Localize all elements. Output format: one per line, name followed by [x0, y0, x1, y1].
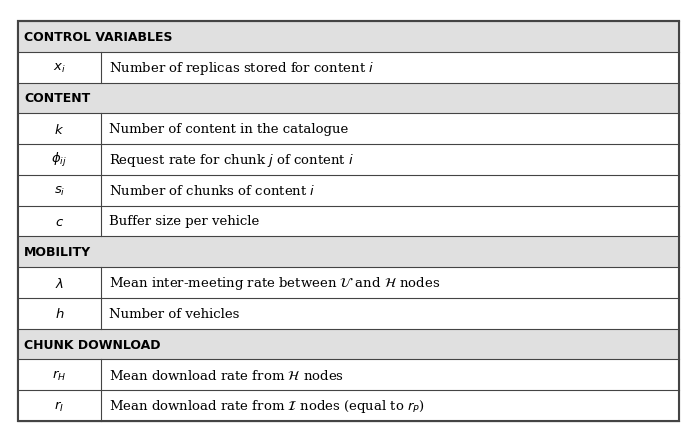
Text: $\lambda$: $\lambda$: [55, 276, 64, 290]
Text: Number of vehicles: Number of vehicles: [109, 307, 239, 320]
Text: Mean inter-meeting rate between $\mathcal{U}$ and $\mathcal{H}$ nodes: Mean inter-meeting rate between $\mathca…: [109, 274, 440, 291]
Bar: [18, 298, 679, 329]
Text: $h$: $h$: [54, 306, 64, 321]
Bar: [18, 390, 679, 421]
Text: CHUNK DOWNLOAD: CHUNK DOWNLOAD: [24, 338, 160, 351]
Bar: [18, 360, 679, 390]
Text: Mean download rate from $\mathcal{H}$ nodes: Mean download rate from $\mathcal{H}$ no…: [109, 368, 344, 382]
Bar: [18, 22, 679, 53]
Text: $r_I$: $r_I$: [54, 399, 64, 413]
Bar: [18, 329, 679, 360]
Bar: [18, 237, 679, 267]
Text: $\phi_{ij}$: $\phi_{ij}$: [52, 151, 67, 169]
Text: CONTROL VARIABLES: CONTROL VARIABLES: [24, 31, 172, 44]
Bar: [18, 53, 679, 83]
Text: MOBILITY: MOBILITY: [24, 246, 91, 259]
Bar: [18, 175, 679, 206]
Text: Number of content in the catalogue: Number of content in the catalogue: [109, 123, 348, 136]
Text: Request rate for chunk $j$ of content $i$: Request rate for chunk $j$ of content $i…: [109, 151, 353, 168]
Text: Mean download rate from $\mathcal{I}$ nodes (equal to $r_P$): Mean download rate from $\mathcal{I}$ no…: [109, 397, 424, 414]
Bar: [18, 206, 679, 237]
Text: $c$: $c$: [55, 215, 64, 228]
Text: Number of chunks of content $i$: Number of chunks of content $i$: [109, 184, 315, 198]
Text: Number of replicas stored for content $i$: Number of replicas stored for content $i…: [109, 59, 374, 76]
Bar: [18, 83, 679, 114]
Bar: [18, 114, 679, 145]
Text: Buffer size per vehicle: Buffer size per vehicle: [109, 215, 259, 228]
Bar: [18, 145, 679, 175]
Text: $k$: $k$: [54, 122, 64, 136]
Text: $x_i$: $x_i$: [53, 62, 66, 75]
Text: $s_i$: $s_i$: [54, 184, 65, 197]
Bar: [18, 267, 679, 298]
Text: $r_H$: $r_H$: [52, 368, 66, 382]
Text: CONTENT: CONTENT: [24, 92, 90, 105]
